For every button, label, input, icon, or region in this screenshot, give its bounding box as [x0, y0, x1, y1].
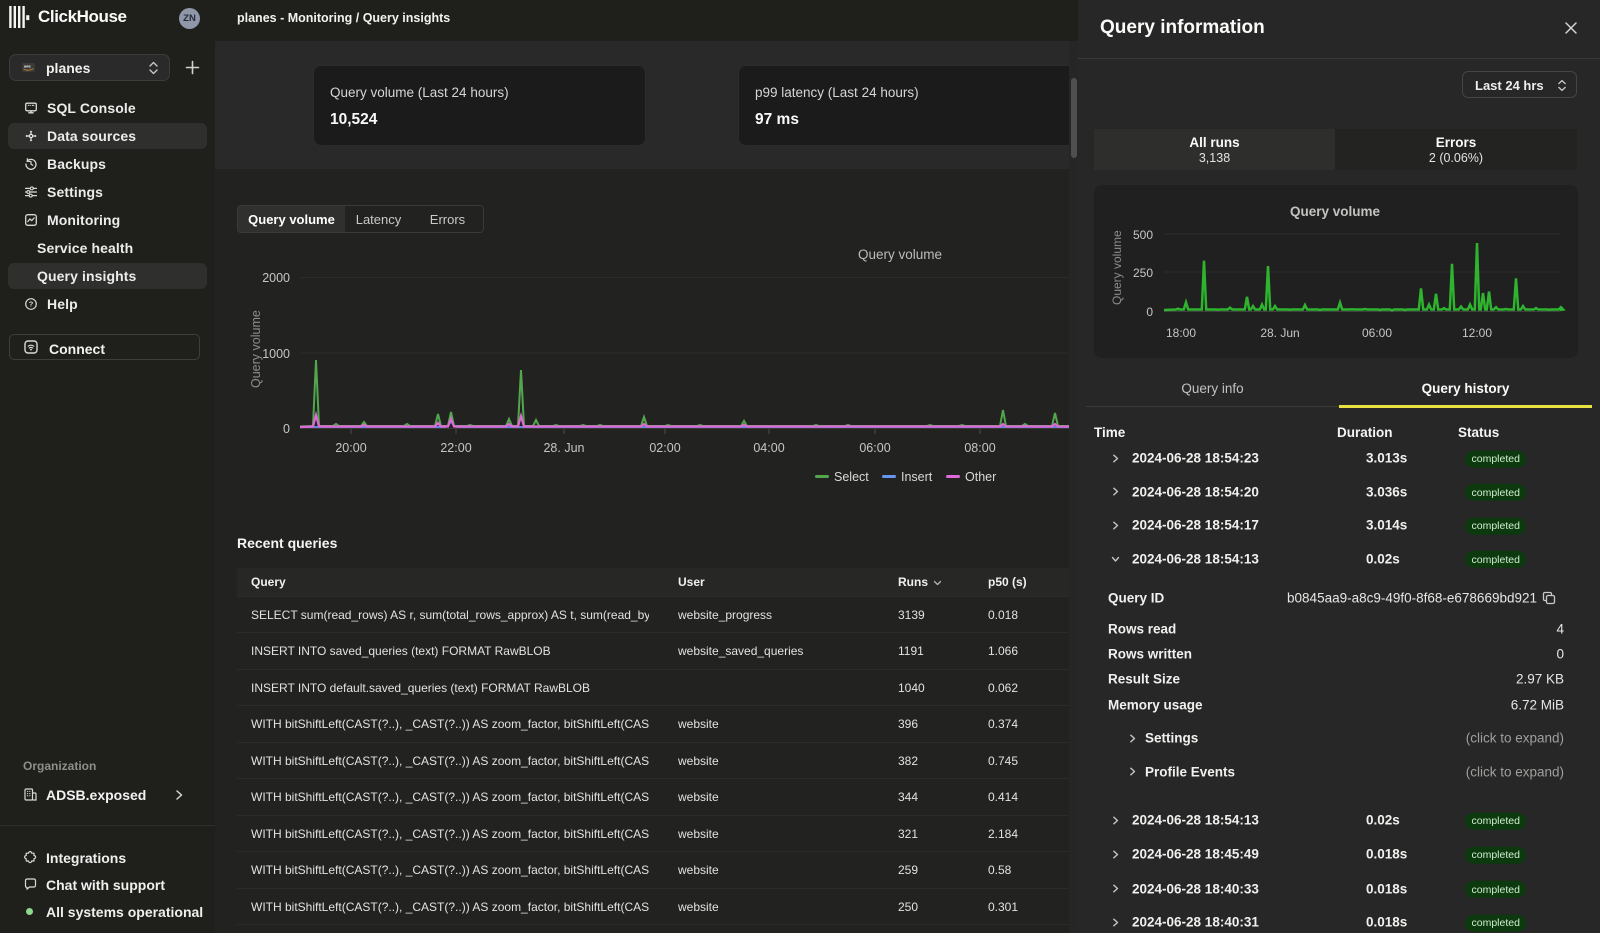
- svg-text:aws: aws: [24, 65, 31, 69]
- svg-text:?: ?: [29, 300, 34, 309]
